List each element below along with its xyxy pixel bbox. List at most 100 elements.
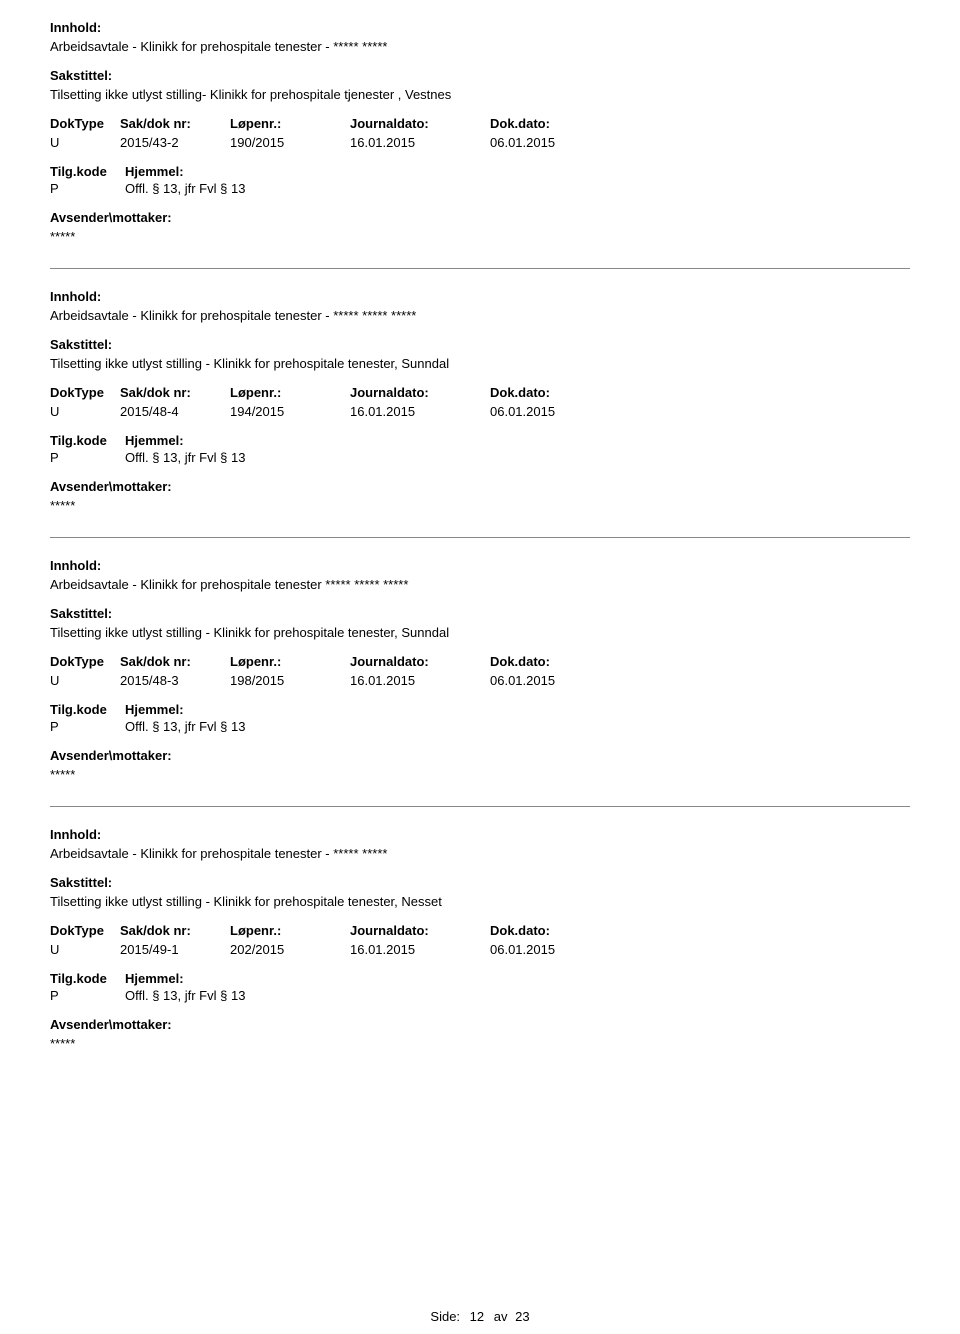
doktype-header: DokType: [50, 116, 120, 131]
sakstittel-value: Tilsetting ikke utlyst stilling - Klinik…: [50, 894, 910, 909]
hjemmel-label: Hjemmel:: [125, 702, 184, 717]
meta-header-row: DokType Sak/dok nr: Løpenr.: Journaldato…: [50, 923, 910, 938]
doktype-header: DokType: [50, 385, 120, 400]
doktype-value: U: [50, 673, 120, 688]
hjemmel-label: Hjemmel:: [125, 971, 184, 986]
lopenr-value: 202/2015: [230, 942, 350, 957]
sakstittel-value: Tilsetting ikke utlyst stilling - Klinik…: [50, 356, 910, 371]
avsender-label: Avsender\mottaker:: [50, 748, 910, 763]
sakdok-value: 2015/49-1: [120, 942, 230, 957]
innhold-label: Innhold:: [50, 20, 910, 35]
dokdato-value: 06.01.2015: [490, 404, 630, 419]
sakdok-value: 2015/48-3: [120, 673, 230, 688]
tilgkode-header-row: Tilg.kode Hjemmel:: [50, 971, 910, 986]
doktype-value: U: [50, 135, 120, 150]
dokdato-value: 06.01.2015: [490, 673, 630, 688]
lopenr-header: Løpenr.:: [230, 654, 350, 669]
journaldato-value: 16.01.2015: [350, 942, 490, 957]
meta-header-row: DokType Sak/dok nr: Løpenr.: Journaldato…: [50, 385, 910, 400]
avsender-value: *****: [50, 498, 910, 513]
doktype-header: DokType: [50, 923, 120, 938]
sakdok-header: Sak/dok nr:: [120, 923, 230, 938]
avsender-label: Avsender\mottaker:: [50, 479, 910, 494]
meta-value-row: U 2015/48-4 194/2015 16.01.2015 06.01.20…: [50, 404, 910, 419]
journal-entry: Innhold: Arbeidsavtale - Klinikk for pre…: [50, 20, 910, 269]
innhold-value: Arbeidsavtale - Klinikk for prehospitale…: [50, 577, 910, 592]
journaldato-value: 16.01.2015: [350, 135, 490, 150]
avsender-value: *****: [50, 767, 910, 782]
sakstittel-label: Sakstittel:: [50, 606, 910, 621]
entries-container: Innhold: Arbeidsavtale - Klinikk for pre…: [50, 20, 910, 1075]
tilgkode-label: Tilg.kode: [50, 433, 125, 448]
innhold-label: Innhold:: [50, 289, 910, 304]
lopenr-header: Løpenr.:: [230, 116, 350, 131]
avsender-value: *****: [50, 229, 910, 244]
tilgkode-label: Tilg.kode: [50, 164, 125, 179]
dokdato-header: Dok.dato:: [490, 116, 630, 131]
innhold-value: Arbeidsavtale - Klinikk for prehospitale…: [50, 846, 910, 861]
doktype-header: DokType: [50, 654, 120, 669]
sakstittel-value: Tilsetting ikke utlyst stilling- Klinikk…: [50, 87, 910, 102]
dokdato-header: Dok.dato:: [490, 654, 630, 669]
dokdato-value: 06.01.2015: [490, 942, 630, 957]
lopenr-value: 198/2015: [230, 673, 350, 688]
innhold-value: Arbeidsavtale - Klinikk for prehospitale…: [50, 39, 910, 54]
lopenr-header: Løpenr.:: [230, 923, 350, 938]
hjemmel-value: Offl. § 13, jfr Fvl § 13: [125, 181, 245, 196]
sakdok-header: Sak/dok nr:: [120, 654, 230, 669]
journal-entry: Innhold: Arbeidsavtale - Klinikk for pre…: [50, 289, 910, 538]
tilgkode-value: P: [50, 450, 125, 465]
doktype-value: U: [50, 404, 120, 419]
hjemmel-label: Hjemmel:: [125, 164, 184, 179]
tilgkode-value-row: P Offl. § 13, jfr Fvl § 13: [50, 181, 910, 196]
tilgkode-value: P: [50, 719, 125, 734]
journaldato-value: 16.01.2015: [350, 673, 490, 688]
page-footer: Side: 12 av 23: [0, 1309, 960, 1324]
innhold-value: Arbeidsavtale - Klinikk for prehospitale…: [50, 308, 910, 323]
tilgkode-value: P: [50, 988, 125, 1003]
meta-header-row: DokType Sak/dok nr: Løpenr.: Journaldato…: [50, 654, 910, 669]
doktype-value: U: [50, 942, 120, 957]
tilgkode-header-row: Tilg.kode Hjemmel:: [50, 164, 910, 179]
meta-value-row: U 2015/48-3 198/2015 16.01.2015 06.01.20…: [50, 673, 910, 688]
footer-page-current: 12: [470, 1309, 484, 1324]
tilgkode-value-row: P Offl. § 13, jfr Fvl § 13: [50, 719, 910, 734]
lopenr-value: 194/2015: [230, 404, 350, 419]
footer-side-label: Side:: [430, 1309, 460, 1324]
journaldato-header: Journaldato:: [350, 923, 490, 938]
hjemmel-value: Offl. § 13, jfr Fvl § 13: [125, 719, 245, 734]
tilgkode-header-row: Tilg.kode Hjemmel:: [50, 702, 910, 717]
hjemmel-label: Hjemmel:: [125, 433, 184, 448]
meta-value-row: U 2015/43-2 190/2015 16.01.2015 06.01.20…: [50, 135, 910, 150]
journaldato-value: 16.01.2015: [350, 404, 490, 419]
journaldato-header: Journaldato:: [350, 385, 490, 400]
hjemmel-value: Offl. § 13, jfr Fvl § 13: [125, 450, 245, 465]
sakdok-value: 2015/43-2: [120, 135, 230, 150]
sakdok-header: Sak/dok nr:: [120, 385, 230, 400]
tilgkode-value-row: P Offl. § 13, jfr Fvl § 13: [50, 988, 910, 1003]
tilgkode-value: P: [50, 181, 125, 196]
sakstittel-value: Tilsetting ikke utlyst stilling - Klinik…: [50, 625, 910, 640]
footer-page-of: av: [494, 1309, 508, 1324]
lopenr-header: Løpenr.:: [230, 385, 350, 400]
hjemmel-value: Offl. § 13, jfr Fvl § 13: [125, 988, 245, 1003]
journaldato-header: Journaldato:: [350, 654, 490, 669]
sakdok-value: 2015/48-4: [120, 404, 230, 419]
journal-entry: Innhold: Arbeidsavtale - Klinikk for pre…: [50, 827, 910, 1075]
tilgkode-value-row: P Offl. § 13, jfr Fvl § 13: [50, 450, 910, 465]
innhold-label: Innhold:: [50, 558, 910, 573]
tilgkode-label: Tilg.kode: [50, 971, 125, 986]
dokdato-header: Dok.dato:: [490, 923, 630, 938]
sakstittel-label: Sakstittel:: [50, 337, 910, 352]
avsender-label: Avsender\mottaker:: [50, 1017, 910, 1032]
sakstittel-label: Sakstittel:: [50, 68, 910, 83]
lopenr-value: 190/2015: [230, 135, 350, 150]
journaldato-header: Journaldato:: [350, 116, 490, 131]
sakdok-header: Sak/dok nr:: [120, 116, 230, 131]
tilgkode-header-row: Tilg.kode Hjemmel:: [50, 433, 910, 448]
sakstittel-label: Sakstittel:: [50, 875, 910, 890]
tilgkode-label: Tilg.kode: [50, 702, 125, 717]
dokdato-value: 06.01.2015: [490, 135, 630, 150]
avsender-label: Avsender\mottaker:: [50, 210, 910, 225]
journal-entry: Innhold: Arbeidsavtale - Klinikk for pre…: [50, 558, 910, 807]
